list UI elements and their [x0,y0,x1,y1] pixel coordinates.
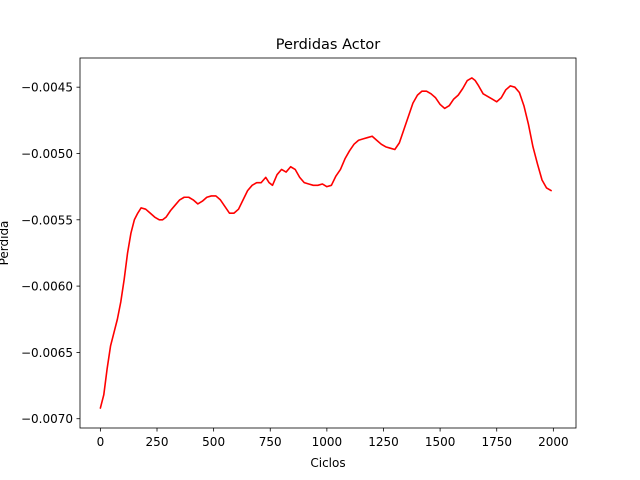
x-axis-label: Ciclos [310,456,345,470]
x-axis: 0 250 500 750 1000 1250 1500 1750 2000 [97,428,569,449]
chart-title: Perdidas Actor [276,37,381,53]
x-tick-label: 750 [259,435,282,449]
x-tick-label: 1000 [312,435,343,449]
y-tick-label: −0.0065 [21,346,73,360]
plot-area [80,58,576,428]
y-tick-label: −0.0050 [21,147,73,161]
x-tick-label: 1250 [368,435,399,449]
x-tick-label: 500 [202,435,225,449]
series-line [99,77,552,409]
plot-frame [79,57,577,429]
x-tick-label: 250 [146,435,169,449]
y-tick-label: −0.0045 [21,81,73,95]
x-tick-label: 2000 [538,435,569,449]
data-layer [99,77,552,409]
x-tick-label: 0 [97,435,105,449]
x-tick-label: 1750 [481,435,512,449]
x-tick-label: 1500 [425,435,456,449]
y-axis: −0.0045 −0.0050 −0.0055 −0.0060 −0.0065 −0.00… [21,81,80,426]
y-axis-label: Perdida [0,221,11,266]
y-tick-label: −0.0070 [21,412,73,426]
y-tick-label: −0.0055 [21,213,73,227]
y-tick-label: −0.0060 [21,280,73,294]
